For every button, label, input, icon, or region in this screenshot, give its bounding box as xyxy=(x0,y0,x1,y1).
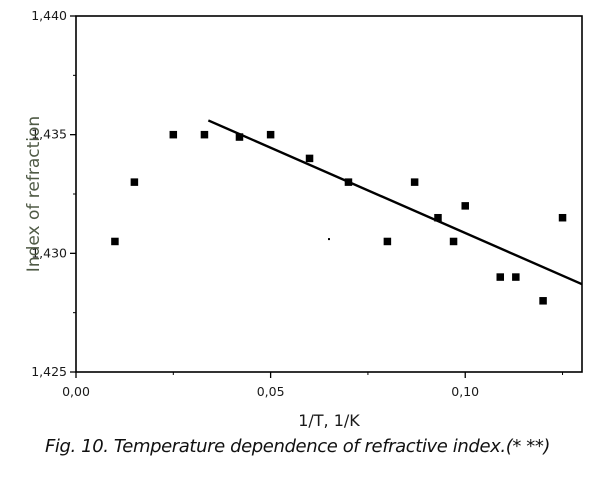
data-point xyxy=(383,237,392,246)
data-point xyxy=(496,273,505,281)
data-point xyxy=(130,178,139,186)
x-tick-label: 0,10 xyxy=(451,384,479,399)
data-point xyxy=(512,273,520,281)
x-tick-label: 0,05 xyxy=(257,384,285,399)
fit-line xyxy=(207,119,583,286)
stray-dot xyxy=(328,238,330,241)
data-point xyxy=(434,213,442,222)
scatter-chart: 0,00 0,05 0,10 1,425 1,430 1,435 1,440 1/T, 1… xyxy=(24,8,583,430)
y-axis-title: Index of refraction xyxy=(24,116,44,272)
y-tick-label: 1,425 xyxy=(31,364,67,379)
data-point xyxy=(558,213,567,222)
y-tick-label: 1,430 xyxy=(31,245,67,260)
data-point xyxy=(111,237,119,246)
figure-caption: Fig. 10. Temperature dependence of refra… xyxy=(44,436,551,457)
x-axis-title: 1/T, 1/K xyxy=(298,411,360,430)
x-tick-label: 0,00 xyxy=(62,384,90,399)
data-point xyxy=(410,178,419,186)
x-axis: 0,00 0,05 0,10 xyxy=(62,372,564,399)
data-series xyxy=(111,119,583,305)
y-tick-label: 1,440 xyxy=(31,8,67,23)
data-point xyxy=(235,133,244,141)
data-point xyxy=(266,130,275,139)
data-point xyxy=(169,130,178,139)
data-point xyxy=(461,202,469,210)
data-point xyxy=(305,154,314,163)
data-point xyxy=(449,237,458,246)
plot-frame xyxy=(75,15,583,373)
data-point xyxy=(539,297,547,305)
data-point xyxy=(200,130,209,139)
y-tick-label: 1,435 xyxy=(31,127,67,142)
y-axis: 1,425 1,430 1,435 1,440 xyxy=(31,8,76,379)
